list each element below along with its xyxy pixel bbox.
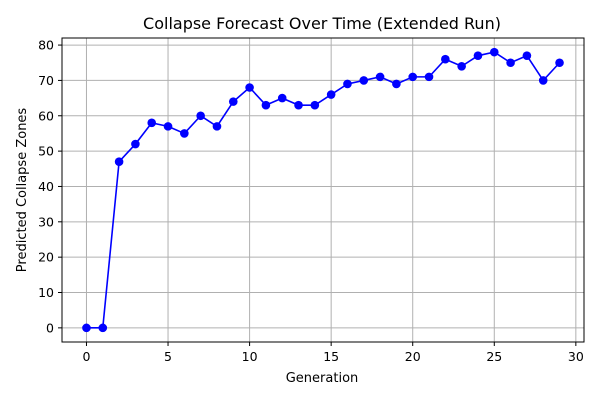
data-point bbox=[424, 72, 434, 82]
series-layer bbox=[82, 47, 564, 333]
x-tick-label: 20 bbox=[405, 349, 421, 364]
data-point bbox=[375, 72, 385, 82]
data-point bbox=[245, 83, 254, 92]
data-point bbox=[457, 61, 466, 71]
data-point bbox=[473, 51, 483, 60]
data-point bbox=[261, 100, 271, 110]
data-point bbox=[277, 93, 287, 103]
data-point bbox=[538, 76, 548, 85]
y-tick-label: 60 bbox=[38, 108, 54, 123]
grid-lines bbox=[62, 38, 584, 342]
x-tick-label: 0 bbox=[82, 349, 90, 364]
x-tick-label: 5 bbox=[164, 349, 172, 364]
data-point bbox=[408, 72, 418, 82]
axis-ticks: 0 5 10 15 20 25 30 0 10 20 30 40 50 60 70 80 bbox=[38, 38, 584, 364]
x-tick-label: 15 bbox=[323, 349, 339, 364]
y-tick-label: 50 bbox=[38, 144, 54, 159]
data-point bbox=[441, 54, 450, 64]
data-point bbox=[82, 323, 91, 333]
data-point bbox=[392, 79, 401, 89]
chart-title: Collapse Forecast Over Time (Extended Ru… bbox=[143, 14, 501, 33]
data-point bbox=[98, 323, 108, 333]
x-tick-label: 25 bbox=[486, 349, 502, 364]
series-line bbox=[86, 51, 561, 329]
data-point bbox=[522, 51, 532, 60]
data-point bbox=[131, 139, 140, 149]
data-point bbox=[489, 47, 499, 57]
y-tick-label: 70 bbox=[38, 73, 54, 88]
x-axis-label: Generation bbox=[286, 371, 359, 386]
data-point bbox=[555, 58, 564, 68]
data-point bbox=[180, 129, 189, 138]
data-point bbox=[228, 97, 238, 106]
y-tick-label: 40 bbox=[38, 179, 54, 194]
data-point bbox=[310, 100, 320, 110]
y-tick-label: 0 bbox=[46, 320, 54, 335]
data-point bbox=[326, 90, 336, 99]
data-point bbox=[163, 122, 173, 131]
data-point bbox=[114, 157, 124, 167]
x-tick-label: 10 bbox=[242, 349, 258, 364]
x-tick-label: 30 bbox=[568, 349, 584, 364]
y-tick-label: 30 bbox=[38, 214, 54, 229]
data-point bbox=[359, 76, 369, 85]
y-tick-label: 80 bbox=[38, 38, 54, 53]
data-point bbox=[343, 79, 352, 89]
data-point bbox=[196, 111, 205, 121]
data-point bbox=[147, 118, 157, 128]
data-point bbox=[294, 100, 303, 110]
y-axis-label: Predicted Collapse Zones bbox=[15, 108, 30, 273]
data-point bbox=[506, 58, 515, 68]
plot-frame bbox=[61, 37, 585, 343]
y-tick-label: 20 bbox=[38, 250, 54, 265]
data-point bbox=[212, 122, 222, 131]
y-tick-label: 10 bbox=[38, 285, 54, 300]
